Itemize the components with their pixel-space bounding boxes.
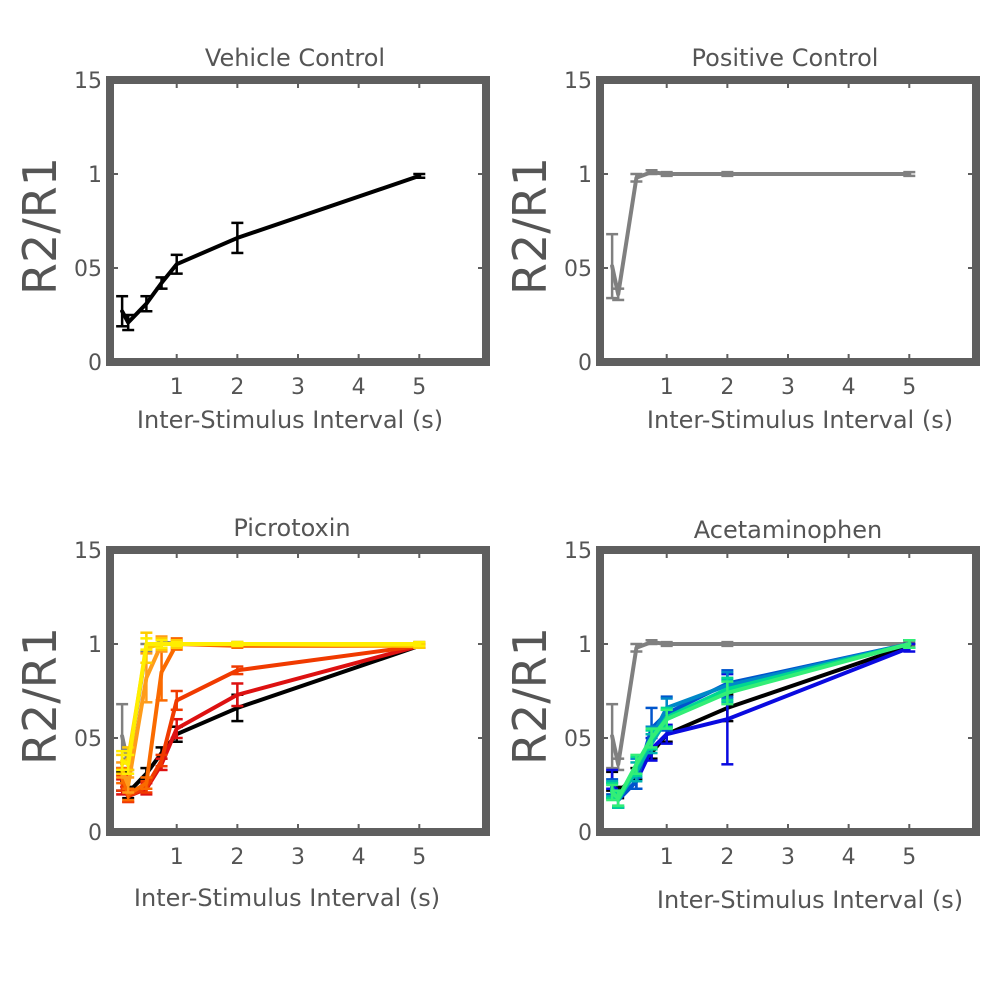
- y-tick-label: 0: [88, 821, 102, 846]
- series-line: [610, 640, 912, 767]
- y-tick-label: 15: [564, 69, 592, 94]
- y-tick-label: 15: [74, 539, 102, 564]
- series-line: [120, 643, 422, 799]
- x-tick-label: 1: [170, 375, 184, 400]
- x-tick-label: 4: [842, 375, 856, 400]
- x-tick-label: 2: [230, 375, 244, 400]
- panel-title: Acetaminophen: [694, 516, 882, 544]
- x-axis-label: Inter-Stimulus Interval (s): [657, 886, 963, 914]
- x-tick-label: 5: [412, 845, 426, 870]
- y-tick-label: 1: [578, 633, 592, 658]
- axes-frame: [596, 76, 980, 366]
- series-line: [610, 643, 912, 795]
- series-0: [606, 168, 916, 302]
- x-tick-label: 5: [902, 375, 916, 400]
- y-tick-label: 1: [578, 163, 592, 188]
- panel-acetaminophen: Acetaminophen Inter-Stimulus Interval (s…: [503, 516, 980, 914]
- y-tick-label: 05: [564, 727, 592, 752]
- axes-frame: [106, 76, 490, 366]
- x-axis-label: Inter-Stimulus Interval (s): [137, 406, 443, 434]
- y-axis-label: R2/R1: [13, 157, 67, 295]
- x-tick-label: 1: [660, 375, 674, 400]
- series-7: [606, 638, 916, 807]
- x-axis-label: Inter-Stimulus Interval (s): [134, 884, 440, 912]
- series-7: [116, 637, 426, 775]
- x-tick-label: 5: [412, 375, 426, 400]
- y-axis-label: R2/R1: [503, 627, 557, 765]
- x-tick-label: 2: [230, 845, 244, 870]
- series-0: [606, 638, 916, 772]
- panel-vehicle-control: Vehicle Control Inter-Stimulus Interval …: [13, 44, 490, 434]
- y-tick-label: 0: [578, 821, 592, 846]
- x-tick-label: 1: [170, 845, 184, 870]
- x-tick-label: 3: [291, 375, 305, 400]
- x-tick-label: 1: [660, 845, 674, 870]
- plot-area: [606, 168, 916, 302]
- x-tick-label: 4: [352, 845, 366, 870]
- y-tick-label: 0: [88, 351, 102, 376]
- plot-area: [116, 631, 426, 804]
- panel-positive-control: Positive Control Inter-Stimulus Interval…: [503, 44, 980, 434]
- plot-area: [116, 172, 426, 332]
- y-tick-label: 05: [74, 727, 102, 752]
- x-tick-label: 4: [842, 845, 856, 870]
- panel-title: Positive Control: [692, 44, 879, 72]
- axes-frame: [106, 546, 490, 836]
- series-line: [120, 173, 422, 325]
- series-line: [610, 642, 912, 801]
- y-tick-label: 15: [564, 539, 592, 564]
- y-tick-label: 05: [74, 257, 102, 282]
- plot-area: [606, 638, 916, 809]
- y-tick-label: 15: [74, 69, 102, 94]
- series-line: [610, 170, 912, 297]
- x-tick-label: 2: [720, 375, 734, 400]
- x-tick-label: 4: [352, 375, 366, 400]
- x-tick-label: 3: [291, 845, 305, 870]
- x-tick-label: 5: [902, 845, 916, 870]
- y-tick-label: 1: [88, 633, 102, 658]
- x-tick-label: 3: [781, 375, 795, 400]
- x-tick-label: 3: [781, 845, 795, 870]
- y-axis-label: R2/R1: [13, 627, 67, 765]
- series-line: [120, 642, 422, 767]
- y-tick-label: 1: [88, 163, 102, 188]
- x-tick-label: 2: [720, 845, 734, 870]
- y-tick-label: 05: [564, 257, 592, 282]
- panel-picrotoxin: Picrotoxin Inter-Stimulus Interval (s) R…: [13, 514, 490, 912]
- panel-title: Picrotoxin: [233, 514, 350, 542]
- x-axis-label: Inter-Stimulus Interval (s): [647, 406, 953, 434]
- series-4: [116, 637, 426, 802]
- y-axis-label: R2/R1: [503, 157, 557, 295]
- y-tick-label: 0: [578, 351, 592, 376]
- panel-title: Vehicle Control: [205, 44, 385, 72]
- series-0: [116, 172, 426, 332]
- axes-frame: [596, 546, 980, 836]
- series-line: [120, 643, 422, 799]
